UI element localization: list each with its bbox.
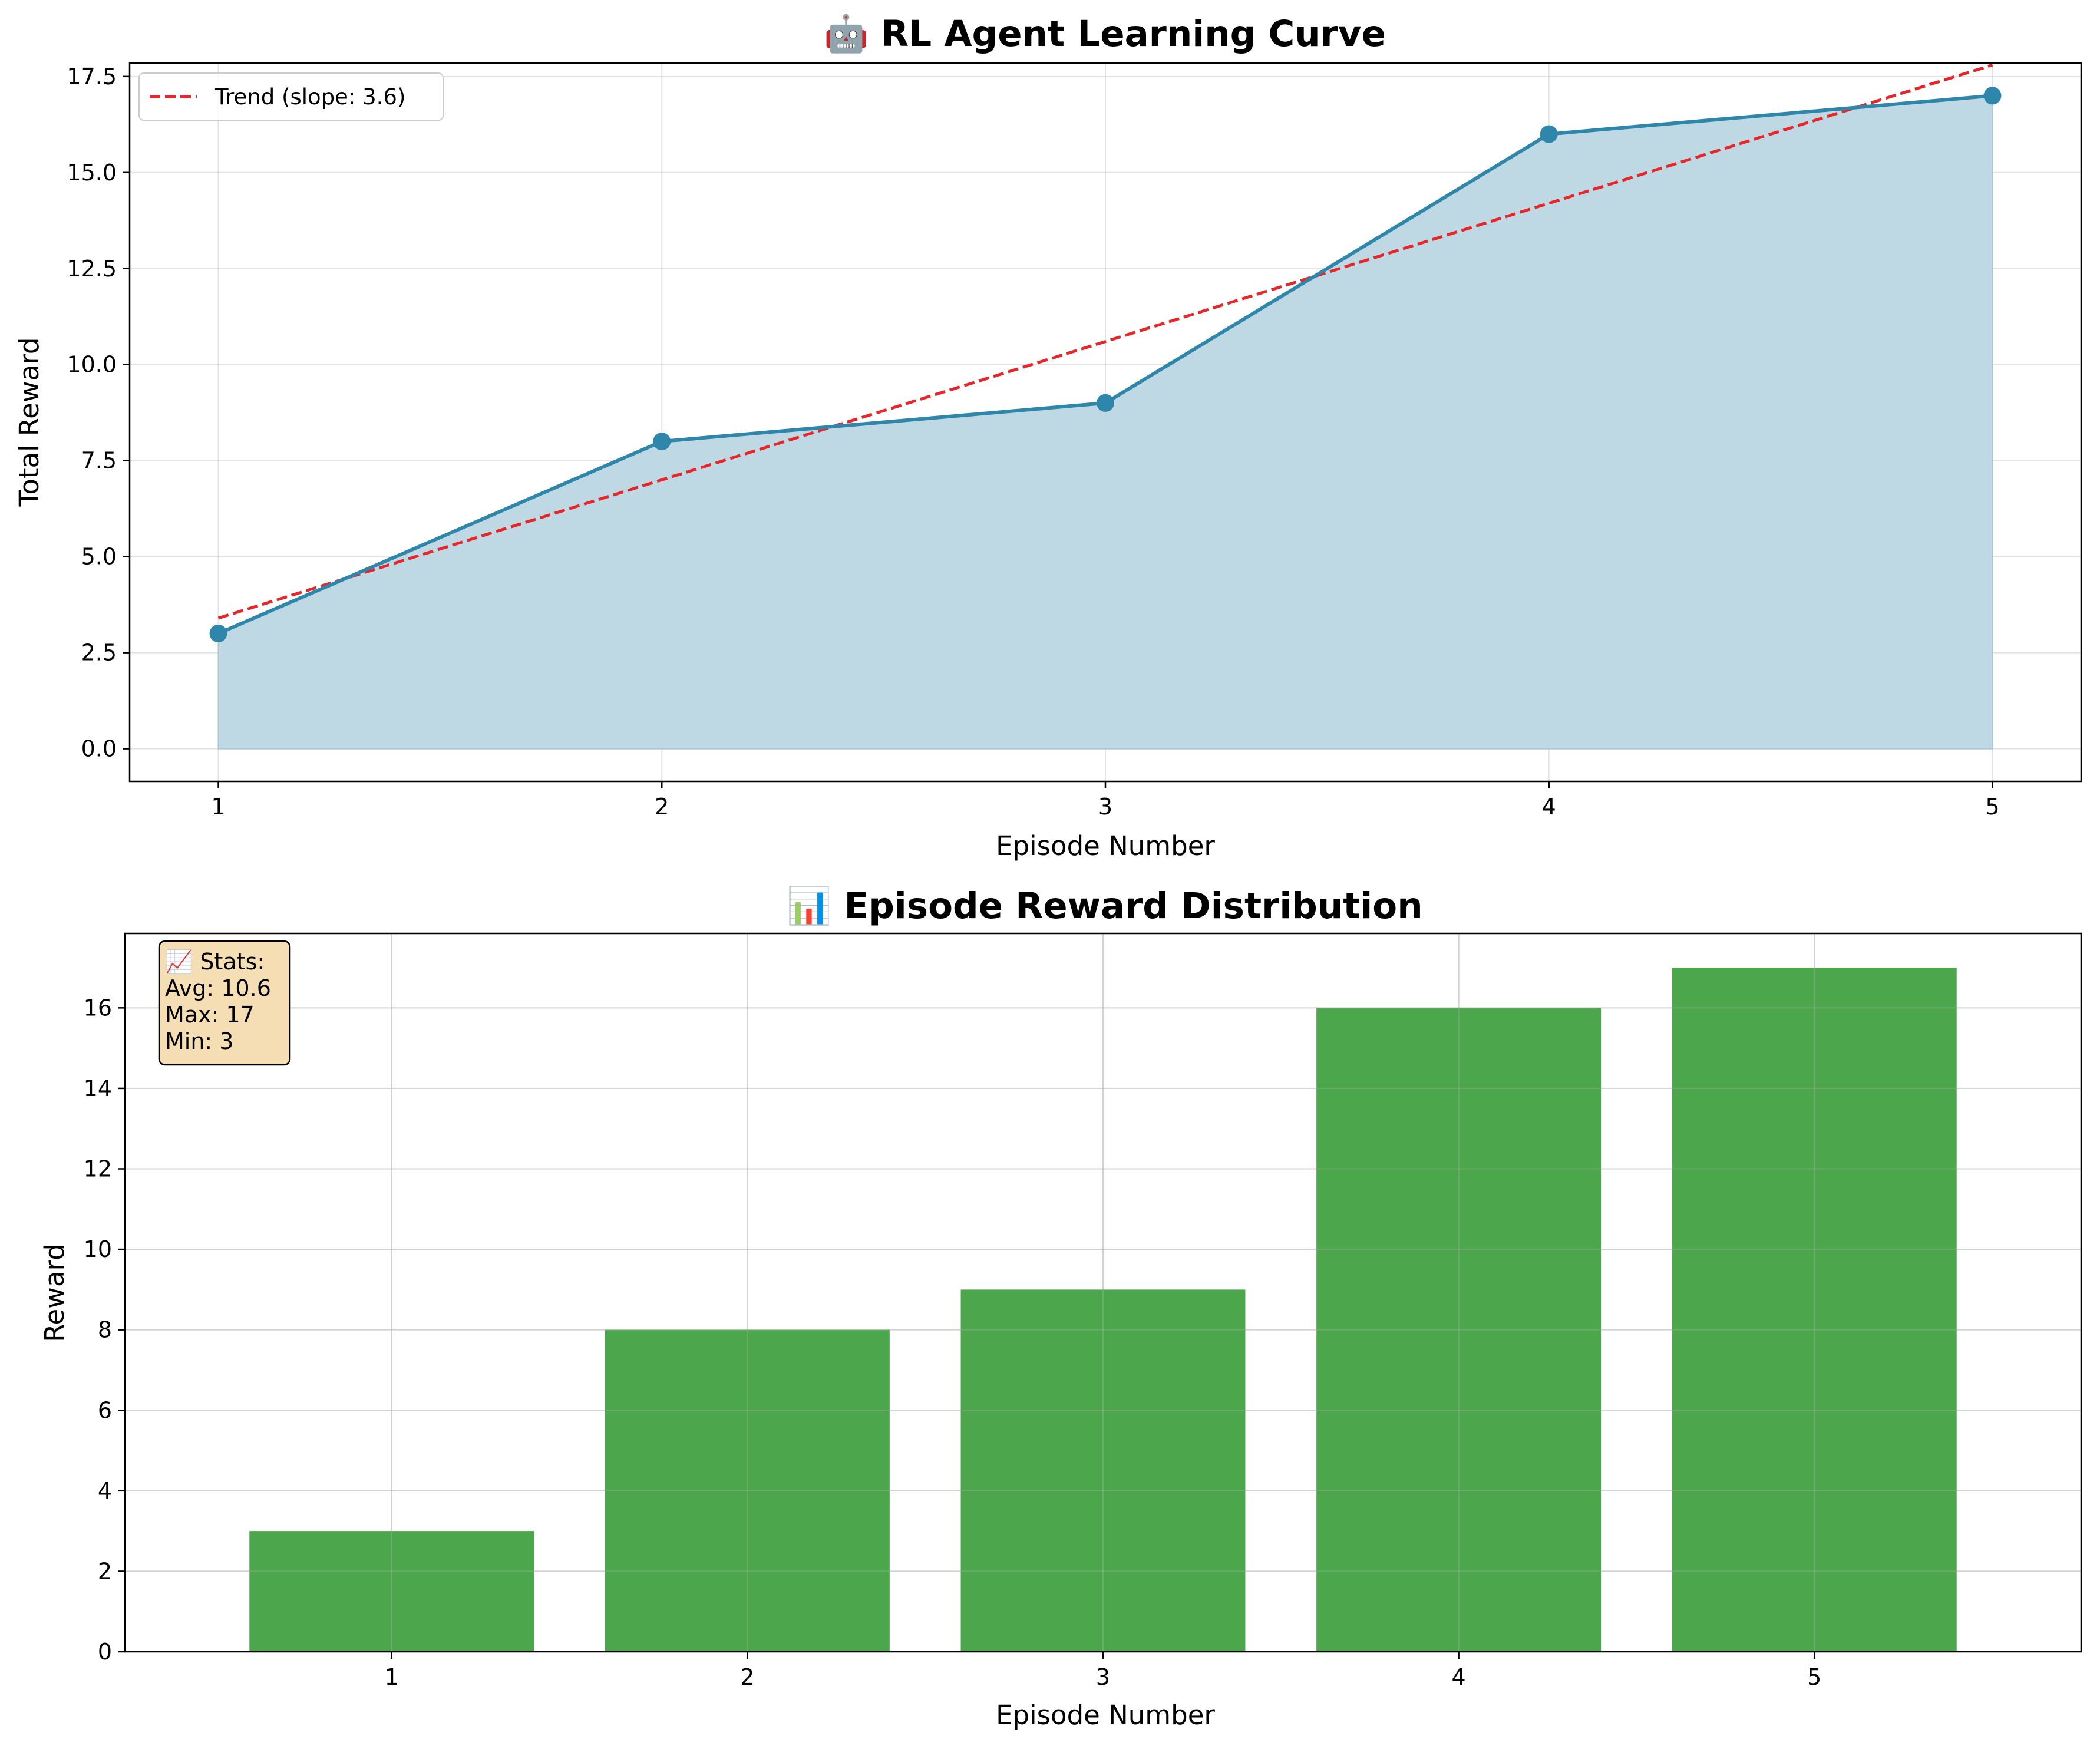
stats-box-background [158,940,291,1066]
x-tick-label: 5 [1985,794,1999,820]
learning-curve-xticks: 1 2 3 4 5 [211,781,2000,820]
y-tick-label: 16 [84,995,112,1021]
reward-bar [1316,1008,1602,1652]
reward-markers [209,87,2002,643]
y-tick-label: 0 [98,1639,112,1665]
stats-box: 📈 Stats: Avg: 10.6 Max: 17 Min: 3 [158,940,291,1066]
reward-bars [125,933,2081,1652]
y-tick-label: 6 [98,1397,112,1423]
x-tick-label: 2 [740,1664,754,1690]
reward-distribution-yticks: 0 2 4 6 8 10 12 14 16 [84,995,125,1665]
y-tick-label: 10.0 [67,352,117,378]
reward-bar [605,1329,890,1652]
reward-point [1097,394,1114,412]
learning-curve-yticks: 0.0 2.5 5.0 7.5 10.0 12.5 15.0 17.5 [67,64,130,762]
y-tick-label: 12 [84,1156,112,1182]
learning-curve-xlabel: Episode Number [996,830,1215,862]
legend-trend-label: Trend (slope: 3.6) [214,84,405,110]
reward-distribution-xlabel: Episode Number [996,1700,1215,1731]
y-tick-label: 2 [98,1558,112,1584]
stats-title: 📈 Stats: [165,949,265,975]
reward-distribution-xticks: 1 2 3 4 5 [385,1652,1821,1690]
y-tick-label: 5.0 [81,544,117,570]
reward-point [1540,125,1558,143]
y-tick-label: 10 [84,1236,112,1262]
x-tick-label: 2 [655,794,669,820]
reward-distribution-ylabel: Reward [39,1243,70,1342]
y-tick-label: 8 [98,1317,112,1343]
stats-avg: Avg: 10.6 [165,975,271,1001]
y-tick-label: 12.5 [67,256,117,282]
y-tick-label: 4 [98,1478,112,1504]
learning-curve-ylabel: Total Reward [14,338,45,507]
learning-curve-title: 🤖 RL Agent Learning Curve [824,13,1386,55]
x-tick-label: 5 [1807,1664,1821,1690]
reward-bar [960,1289,1246,1652]
trend-line [217,63,1993,620]
reward-distribution-title: 📊 Episode Reward Distribution [787,885,1422,927]
x-tick-label: 4 [1542,794,1556,820]
y-tick-label: 0.0 [81,736,117,762]
x-tick-label: 4 [1452,1664,1466,1690]
legend-box [138,72,444,121]
legend: Trend (slope: 3.6) [138,72,444,121]
stats-max: Max: 17 [165,1002,255,1028]
x-tick-label: 1 [385,1664,399,1690]
reward-point [653,433,671,451]
y-tick-label: 2.5 [81,640,117,666]
x-tick-label: 3 [1098,794,1112,820]
y-tick-label: 15.0 [67,160,117,186]
x-tick-label: 1 [211,794,225,820]
reward-bar [249,1531,534,1652]
y-tick-label: 17.5 [67,64,117,90]
reward-bar [1672,968,1957,1652]
reward-point [209,625,227,643]
learning-curve-chart: 🤖 RL Agent Learning Curve 1 2 3 4 5 0.0 2.5 5.… [14,13,2082,862]
y-tick-label: 7.5 [81,448,117,474]
stats-min: Min: 3 [165,1028,234,1054]
y-tick-label: 14 [84,1075,112,1101]
x-tick-label: 3 [1096,1664,1110,1690]
reward-point [1983,87,2002,105]
